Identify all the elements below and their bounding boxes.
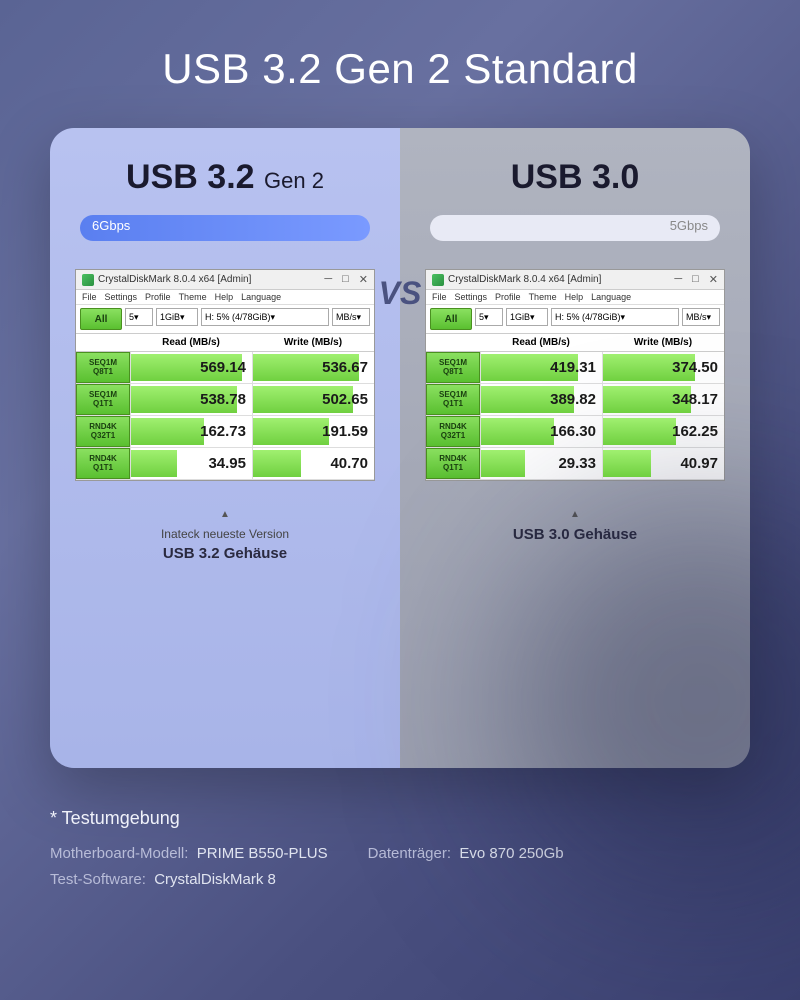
minimize-icon: ─ [324, 273, 332, 286]
maximize-icon: □ [692, 273, 699, 286]
panel-usb32: USB 3.2 Gen 2 6Gbps CrystalDiskMark 8.0.… [50, 128, 400, 768]
select-size[interactable]: 1GiB ▾ [156, 308, 198, 326]
row-label[interactable]: SEQ1MQ1T1 [426, 384, 480, 415]
menu-help[interactable]: Help [565, 292, 584, 302]
write-cell: 40.97 [602, 448, 724, 479]
cdm-window-left: CrystalDiskMark 8.0.4 x64 [Admin] ─ □ ✕ Fi… [75, 269, 375, 481]
all-button[interactable]: All [80, 308, 122, 330]
head-read: Read (MB/s) [480, 334, 602, 351]
caret-up-icon: ▲ [161, 509, 289, 520]
read-cell: 166.30 [480, 416, 602, 447]
menu-language[interactable]: Language [591, 292, 631, 302]
cdm-app-icon [432, 274, 444, 286]
read-cell: 29.33 [480, 448, 602, 479]
caption-left: ▲ Inateck neueste Version USB 3.2 Gehäus… [161, 509, 289, 562]
window-buttons[interactable]: ─ □ ✕ [674, 273, 718, 286]
read-cell: 569.14 [130, 352, 252, 383]
row-label[interactable]: RND4KQ32T1 [426, 416, 480, 447]
close-icon: ✕ [709, 273, 718, 286]
cdm-menubar[interactable]: File Settings Profile Theme Help Languag… [426, 290, 724, 305]
cdm-row: SEQ1MQ1T1538.78502.65 [76, 384, 374, 416]
select-count[interactable]: 5 ▾ [475, 308, 503, 326]
cdm-menubar[interactable]: File Settings Profile Theme Help Languag… [76, 290, 374, 305]
cdm-titlebar: CrystalDiskMark 8.0.4 x64 [Admin] ─ □ ✕ [426, 270, 724, 290]
cdm-app-icon [82, 274, 94, 286]
cdm-header-row: Read (MB/s) Write (MB/s) [76, 334, 374, 352]
cdm-toolbar: All 5 ▾ 1GiB ▾ H: 5% (4/78GiB) ▾ MB/s ▾ [76, 305, 374, 334]
write-cell: 162.25 [602, 416, 724, 447]
write-cell: 40.70 [252, 448, 374, 479]
menu-profile[interactable]: Profile [495, 292, 521, 302]
cdm-title: CrystalDiskMark 8.0.4 x64 [Admin] [448, 274, 670, 285]
cdm-window-right: CrystalDiskMark 8.0.4 x64 [Admin] ─ □ ✕ Fi… [425, 269, 725, 481]
select-unit[interactable]: MB/s ▾ [332, 308, 370, 326]
read-cell: 389.82 [480, 384, 602, 415]
cdm-row: RND4KQ32T1162.73191.59 [76, 416, 374, 448]
select-count[interactable]: 5 ▾ [125, 308, 153, 326]
spec-heading-right: USB 3.0 [511, 158, 640, 197]
read-cell: 162.73 [130, 416, 252, 447]
minimize-icon: ─ [674, 273, 682, 286]
read-cell: 34.95 [130, 448, 252, 479]
speed-pill-left: 6Gbps [80, 215, 370, 241]
write-cell: 374.50 [602, 352, 724, 383]
spec-heading-left: USB 3.2 Gen 2 [126, 158, 324, 197]
menu-settings[interactable]: Settings [105, 292, 138, 302]
cdm-row: SEQ1MQ1T1389.82348.17 [426, 384, 724, 416]
cdm-row: SEQ1MQ8T1569.14536.67 [76, 352, 374, 384]
menu-file[interactable]: File [432, 292, 447, 302]
write-cell: 536.67 [252, 352, 374, 383]
cdm-row: SEQ1MQ8T1419.31374.50 [426, 352, 724, 384]
cdm-rows-right: SEQ1MQ8T1419.31374.50SEQ1MQ1T1389.82348.… [426, 352, 724, 480]
menu-file[interactable]: File [82, 292, 97, 302]
select-unit[interactable]: MB/s ▾ [682, 308, 720, 326]
head-write: Write (MB/s) [252, 334, 374, 351]
cdm-toolbar: All 5 ▾ 1GiB ▾ H: 5% (4/78GiB) ▾ MB/s ▾ [426, 305, 724, 334]
row-label[interactable]: SEQ1MQ8T1 [426, 352, 480, 383]
menu-theme[interactable]: Theme [179, 292, 207, 302]
row-label[interactable]: SEQ1MQ8T1 [76, 352, 130, 383]
write-cell: 348.17 [602, 384, 724, 415]
write-cell: 191.59 [252, 416, 374, 447]
row-label[interactable]: SEQ1MQ1T1 [76, 384, 130, 415]
read-cell: 419.31 [480, 352, 602, 383]
speed-label: 5Gbps [670, 218, 708, 233]
menu-profile[interactable]: Profile [145, 292, 171, 302]
vs-badge: VS [379, 275, 422, 312]
menu-theme[interactable]: Theme [529, 292, 557, 302]
all-button[interactable]: All [430, 308, 472, 330]
menu-help[interactable]: Help [215, 292, 234, 302]
select-size[interactable]: 1GiB ▾ [506, 308, 548, 326]
select-drive[interactable]: H: 5% (4/78GiB) ▾ [551, 308, 679, 326]
cdm-row: RND4KQ1T134.9540.70 [76, 448, 374, 480]
close-icon: ✕ [359, 273, 368, 286]
row-label[interactable]: RND4KQ1T1 [426, 448, 480, 479]
head-read: Read (MB/s) [130, 334, 252, 351]
select-drive[interactable]: H: 5% (4/78GiB) ▾ [201, 308, 329, 326]
write-cell: 502.65 [252, 384, 374, 415]
window-buttons[interactable]: ─ □ ✕ [324, 273, 368, 286]
menu-settings[interactable]: Settings [455, 292, 488, 302]
speed-pill-right: 5Gbps [430, 215, 720, 241]
row-label[interactable]: RND4KQ32T1 [76, 416, 130, 447]
cdm-row: RND4KQ1T129.3340.97 [426, 448, 724, 480]
cdm-rows-left: SEQ1MQ8T1569.14536.67SEQ1MQ1T1538.78502.… [76, 352, 374, 480]
head-write: Write (MB/s) [602, 334, 724, 351]
row-label[interactable]: RND4KQ1T1 [76, 448, 130, 479]
menu-language[interactable]: Language [241, 292, 281, 302]
cdm-titlebar: CrystalDiskMark 8.0.4 x64 [Admin] ─ □ ✕ [76, 270, 374, 290]
main-title: USB 3.2 Gen 2 Standard [0, 0, 800, 93]
cdm-header-row: Read (MB/s) Write (MB/s) [426, 334, 724, 352]
speed-label: 6Gbps [92, 218, 130, 233]
cdm-row: RND4KQ32T1166.30162.25 [426, 416, 724, 448]
cdm-title: CrystalDiskMark 8.0.4 x64 [Admin] [98, 274, 320, 285]
read-cell: 538.78 [130, 384, 252, 415]
maximize-icon: □ [342, 273, 349, 286]
